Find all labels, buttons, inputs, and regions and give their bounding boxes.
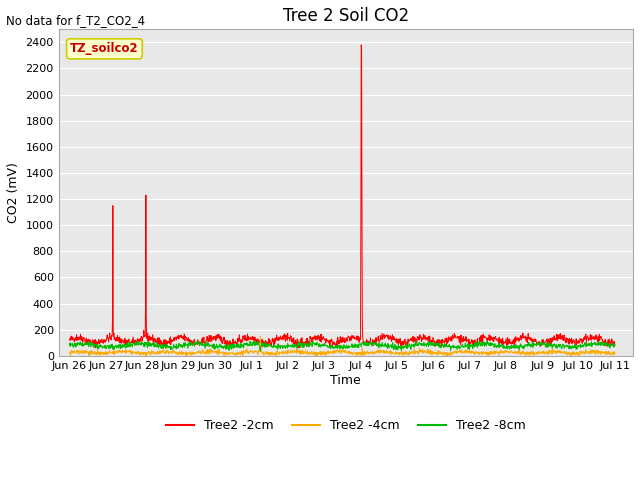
Tree2 -4cm bbox=[151, 350, 159, 356]
Text: TZ_soilco2: TZ_soilco2 bbox=[70, 42, 139, 55]
Tree2 -4cm bbox=[611, 349, 619, 355]
Line: Tree2 -2cm: Tree2 -2cm bbox=[70, 45, 615, 348]
Tree2 -4cm bbox=[66, 349, 74, 355]
Tree2 -4cm bbox=[472, 349, 479, 355]
Tree2 -4cm bbox=[318, 352, 326, 358]
Tree2 -8cm bbox=[257, 348, 264, 354]
Tree2 -2cm bbox=[159, 345, 166, 351]
Title: Tree 2 Soil CO2: Tree 2 Soil CO2 bbox=[283, 7, 409, 25]
X-axis label: Time: Time bbox=[330, 373, 361, 386]
Tree2 -4cm bbox=[257, 334, 264, 339]
Tree2 -8cm bbox=[318, 343, 326, 349]
Tree2 -4cm bbox=[328, 348, 336, 354]
Tree2 -8cm bbox=[328, 345, 336, 350]
Tree2 -8cm bbox=[472, 342, 479, 348]
Tree2 -2cm bbox=[611, 342, 619, 348]
Tree2 -2cm bbox=[472, 340, 479, 346]
Tree2 -8cm bbox=[551, 342, 559, 348]
Tree2 -2cm bbox=[328, 337, 336, 343]
Line: Tree2 -4cm: Tree2 -4cm bbox=[70, 336, 615, 356]
Tree2 -8cm bbox=[605, 343, 612, 349]
Tree2 -4cm bbox=[141, 353, 149, 359]
Legend: Tree2 -2cm, Tree2 -4cm, Tree2 -8cm: Tree2 -2cm, Tree2 -4cm, Tree2 -8cm bbox=[161, 414, 531, 437]
Tree2 -4cm bbox=[551, 348, 559, 354]
Tree2 -8cm bbox=[151, 340, 159, 346]
Tree2 -2cm bbox=[66, 336, 74, 342]
Tree2 -4cm bbox=[605, 351, 612, 357]
Line: Tree2 -8cm: Tree2 -8cm bbox=[70, 341, 615, 351]
Tree2 -2cm bbox=[605, 339, 612, 345]
Tree2 -2cm bbox=[357, 42, 365, 48]
Tree2 -8cm bbox=[611, 342, 619, 348]
Tree2 -2cm bbox=[551, 337, 559, 343]
Tree2 -8cm bbox=[66, 342, 74, 348]
Tree2 -2cm bbox=[151, 339, 159, 345]
Tree2 -8cm bbox=[250, 338, 258, 344]
Y-axis label: CO2 (mV): CO2 (mV) bbox=[7, 162, 20, 223]
Text: No data for f_T2_CO2_4: No data for f_T2_CO2_4 bbox=[6, 14, 145, 27]
Tree2 -2cm bbox=[318, 335, 326, 341]
